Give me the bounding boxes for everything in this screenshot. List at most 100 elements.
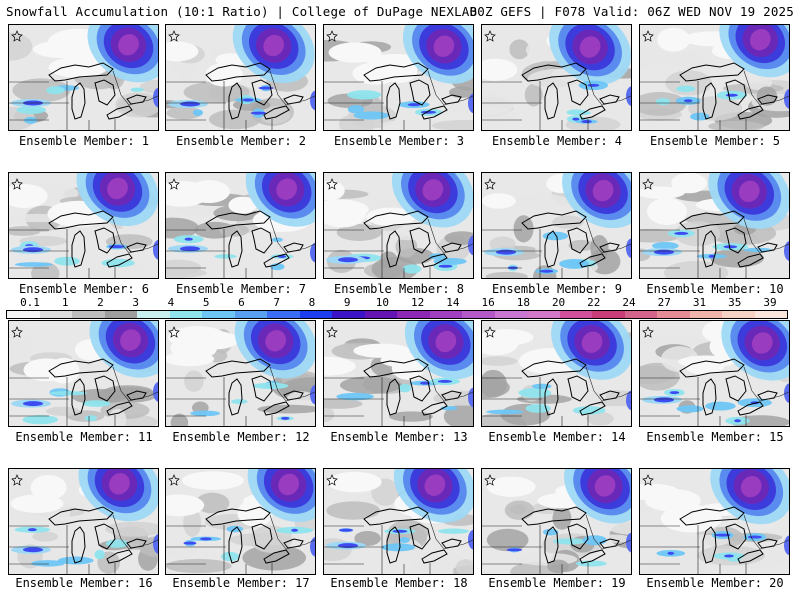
chart-title: Snowfall Accumulation (10:1 Ratio) | Col… bbox=[6, 4, 478, 19]
ensemble-member-label: Ensemble Member: 19 bbox=[488, 576, 626, 590]
color-scale-labels: 0.1 1 2 3 4 5 6 7 8 9 10 12 14 16 18 20 22 24 27 31 35 39 bbox=[6, 296, 788, 310]
scale-tick-label: 10 bbox=[375, 296, 389, 309]
political-borders bbox=[9, 514, 158, 574]
scale-tick-label: 39 bbox=[763, 296, 777, 309]
scale-tick-label: 24 bbox=[622, 296, 636, 309]
ensemble-member-label: Ensemble Member: 13 bbox=[330, 430, 468, 444]
scale-swatch bbox=[397, 311, 430, 318]
ensemble-map-panel bbox=[639, 172, 790, 279]
ensemble-map-panel bbox=[639, 24, 790, 131]
ensemble-member-label: Ensemble Member: 9 bbox=[491, 282, 623, 296]
scale-swatch bbox=[202, 311, 235, 318]
snowfall-map bbox=[9, 25, 158, 130]
scale-swatch bbox=[267, 311, 300, 318]
star-marker-icon bbox=[11, 326, 23, 338]
ensemble-member-label: Ensemble Member: 4 bbox=[491, 134, 623, 148]
great-lakes-outline bbox=[48, 62, 147, 120]
star-marker-icon bbox=[168, 326, 180, 338]
great-lakes-outline bbox=[363, 62, 462, 120]
star-marker-icon bbox=[11, 30, 23, 42]
ensemble-member-label: Ensemble Member: 5 bbox=[649, 134, 781, 148]
ensemble-map-panel bbox=[8, 468, 159, 575]
political-borders bbox=[640, 70, 789, 130]
ensemble-member-label: Ensemble Member: 20 bbox=[646, 576, 784, 590]
star-marker-icon bbox=[642, 326, 654, 338]
ensemble-map-panel bbox=[165, 320, 316, 427]
scale-swatch bbox=[364, 311, 397, 318]
great-lakes-outline bbox=[363, 506, 462, 564]
snowfall-map bbox=[324, 469, 473, 574]
scale-tick-label: 16 bbox=[481, 296, 495, 309]
scale-swatch bbox=[7, 311, 40, 318]
star-marker-icon bbox=[642, 474, 654, 486]
great-lakes-outline bbox=[521, 62, 620, 120]
star-marker-icon bbox=[484, 30, 496, 42]
scale-swatch bbox=[234, 311, 267, 318]
political-borders bbox=[482, 514, 631, 574]
ensemble-map-panel bbox=[323, 320, 474, 427]
scale-tick-label: 3 bbox=[132, 296, 140, 309]
snowfall-map bbox=[640, 321, 789, 426]
star-marker-icon bbox=[326, 178, 338, 190]
star-marker-icon bbox=[326, 30, 338, 42]
snowfall-map bbox=[324, 173, 473, 278]
scale-tick-label: 6 bbox=[238, 296, 245, 309]
scale-swatch bbox=[137, 311, 170, 318]
star-marker-icon bbox=[11, 474, 23, 486]
scale-tick-label: 7 bbox=[273, 296, 280, 309]
ensemble-member-label: Ensemble Member: 16 bbox=[15, 576, 153, 590]
ensemble-member-label: Ensemble Member: 6 bbox=[18, 282, 150, 296]
scale-swatch bbox=[722, 311, 755, 318]
great-lakes-outline bbox=[205, 62, 304, 120]
snowfall-map bbox=[482, 469, 631, 574]
great-lakes-outline bbox=[363, 210, 462, 268]
snowfall-map bbox=[482, 321, 631, 426]
scale-tick-label: 1 bbox=[61, 296, 69, 309]
ensemble-member-label: Ensemble Member: 11 bbox=[15, 430, 153, 444]
scale-swatch bbox=[657, 311, 690, 318]
great-lakes-outline bbox=[205, 506, 304, 564]
ensemble-member-label: Ensemble Member: 18 bbox=[330, 576, 468, 590]
great-lakes-outline bbox=[679, 358, 778, 416]
political-borders bbox=[482, 366, 631, 426]
star-marker-icon bbox=[642, 30, 654, 42]
ensemble-member-label: Ensemble Member: 10 bbox=[646, 282, 784, 296]
scale-swatch bbox=[754, 311, 787, 318]
snowfall-map bbox=[482, 25, 631, 130]
great-lakes-outline bbox=[205, 210, 304, 268]
scale-swatch bbox=[592, 311, 625, 318]
ensemble-map-panel bbox=[8, 172, 159, 279]
color-scale-bar bbox=[6, 310, 788, 319]
scale-swatch bbox=[72, 311, 105, 318]
ensemble-member-label: Ensemble Member: 8 bbox=[333, 282, 465, 296]
scale-tick-label: 4 bbox=[167, 296, 175, 309]
snowfall-map bbox=[640, 173, 789, 278]
ensemble-member-label: Ensemble Member: 3 bbox=[333, 134, 465, 148]
great-lakes-outline bbox=[48, 358, 147, 416]
political-borders bbox=[166, 218, 315, 278]
snowfall-map bbox=[166, 173, 315, 278]
scale-swatch bbox=[299, 311, 332, 318]
scale-swatch bbox=[104, 311, 137, 318]
scale-tick-label: 27 bbox=[657, 296, 671, 309]
ensemble-map-panel bbox=[481, 24, 632, 131]
political-borders bbox=[324, 514, 473, 574]
scale-swatch bbox=[527, 311, 560, 318]
star-marker-icon bbox=[642, 178, 654, 190]
scale-tick-label: 14 bbox=[446, 296, 460, 309]
great-lakes-outline bbox=[679, 62, 778, 120]
scale-tick-label: 5 bbox=[202, 296, 210, 309]
star-marker-icon bbox=[484, 178, 496, 190]
ensemble-map-panel bbox=[323, 468, 474, 575]
scale-swatch bbox=[559, 311, 592, 318]
ensemble-map-panel bbox=[323, 24, 474, 131]
snowfall-map bbox=[324, 321, 473, 426]
political-borders bbox=[324, 218, 473, 278]
snowfall-map bbox=[9, 469, 158, 574]
snowfall-map bbox=[166, 25, 315, 130]
star-marker-icon bbox=[168, 474, 180, 486]
ensemble-map-panel bbox=[481, 320, 632, 427]
ensemble-member-label: Ensemble Member: 14 bbox=[488, 430, 626, 444]
political-borders bbox=[166, 70, 315, 130]
ensemble-member-label: Ensemble Member: 15 bbox=[646, 430, 784, 444]
